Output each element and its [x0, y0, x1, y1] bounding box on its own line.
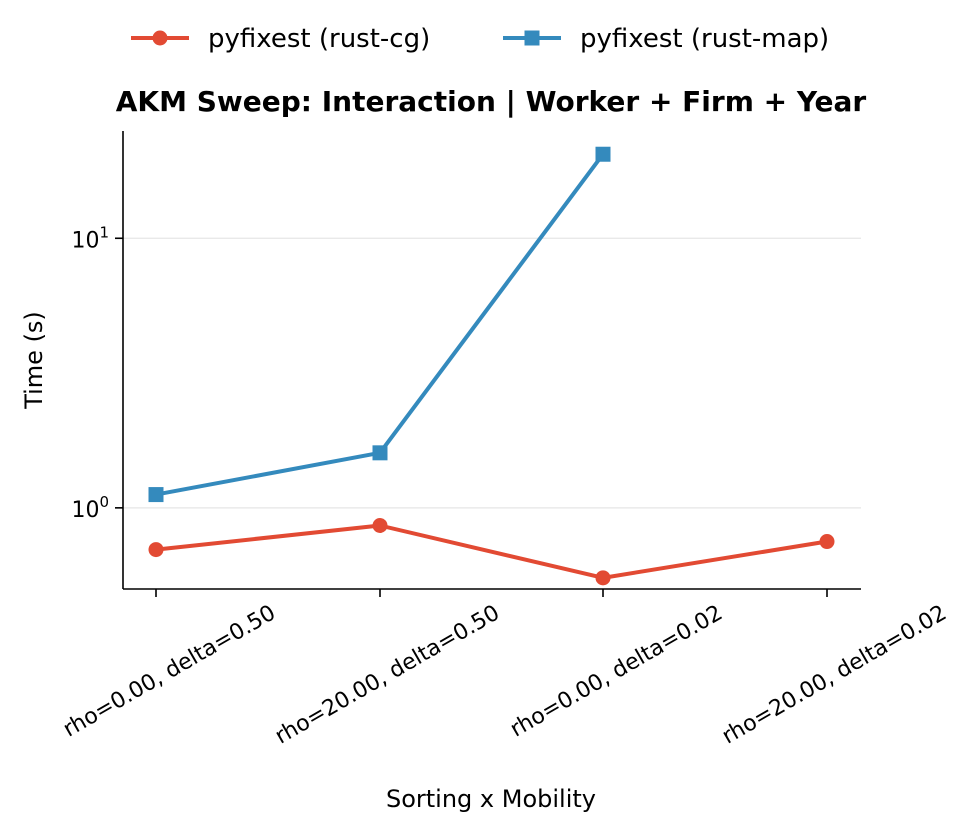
data-point: [819, 534, 835, 550]
y-axis-label: Time (s): [20, 311, 48, 410]
y-tick-label: 101: [71, 223, 109, 253]
series-rust-cg: [148, 518, 835, 586]
grid: [123, 237, 861, 509]
x-tick-label: rho=20.00, delta=0.02: [718, 601, 951, 750]
legend-label: pyfixest (rust-map): [580, 24, 829, 54]
x-tick-label: rho=20.00, delta=0.50: [271, 601, 504, 750]
series: [148, 146, 835, 586]
x-tick-label: rho=0.00, delta=0.50: [59, 601, 280, 743]
data-point: [372, 445, 388, 461]
y-tick-label: 100: [71, 493, 109, 523]
data-point: [595, 570, 611, 586]
x-axis-label: Sorting x Mobility: [386, 785, 596, 813]
legend-marker: [152, 30, 168, 46]
y-ticks: 100 101: [71, 223, 123, 523]
legend: pyfixest (rust-cg) pyfixest (rust-map): [131, 24, 829, 54]
legend-label: pyfixest (rust-cg): [208, 24, 430, 54]
data-point: [372, 518, 388, 534]
x-tick-label: rho=0.00, delta=0.02: [506, 601, 727, 743]
legend-item: pyfixest (rust-map): [503, 24, 829, 54]
series-rust-map: [148, 146, 611, 503]
legend-item: pyfixest (rust-cg): [131, 24, 430, 54]
data-point: [148, 542, 164, 558]
chart-title: AKM Sweep: Interaction | Worker + Firm +…: [116, 85, 867, 118]
data-point: [148, 487, 164, 503]
axes: [122, 131, 861, 590]
legend-marker: [524, 30, 540, 46]
series-line: [155, 523, 828, 580]
data-point: [595, 146, 611, 162]
series-line: [155, 153, 605, 497]
